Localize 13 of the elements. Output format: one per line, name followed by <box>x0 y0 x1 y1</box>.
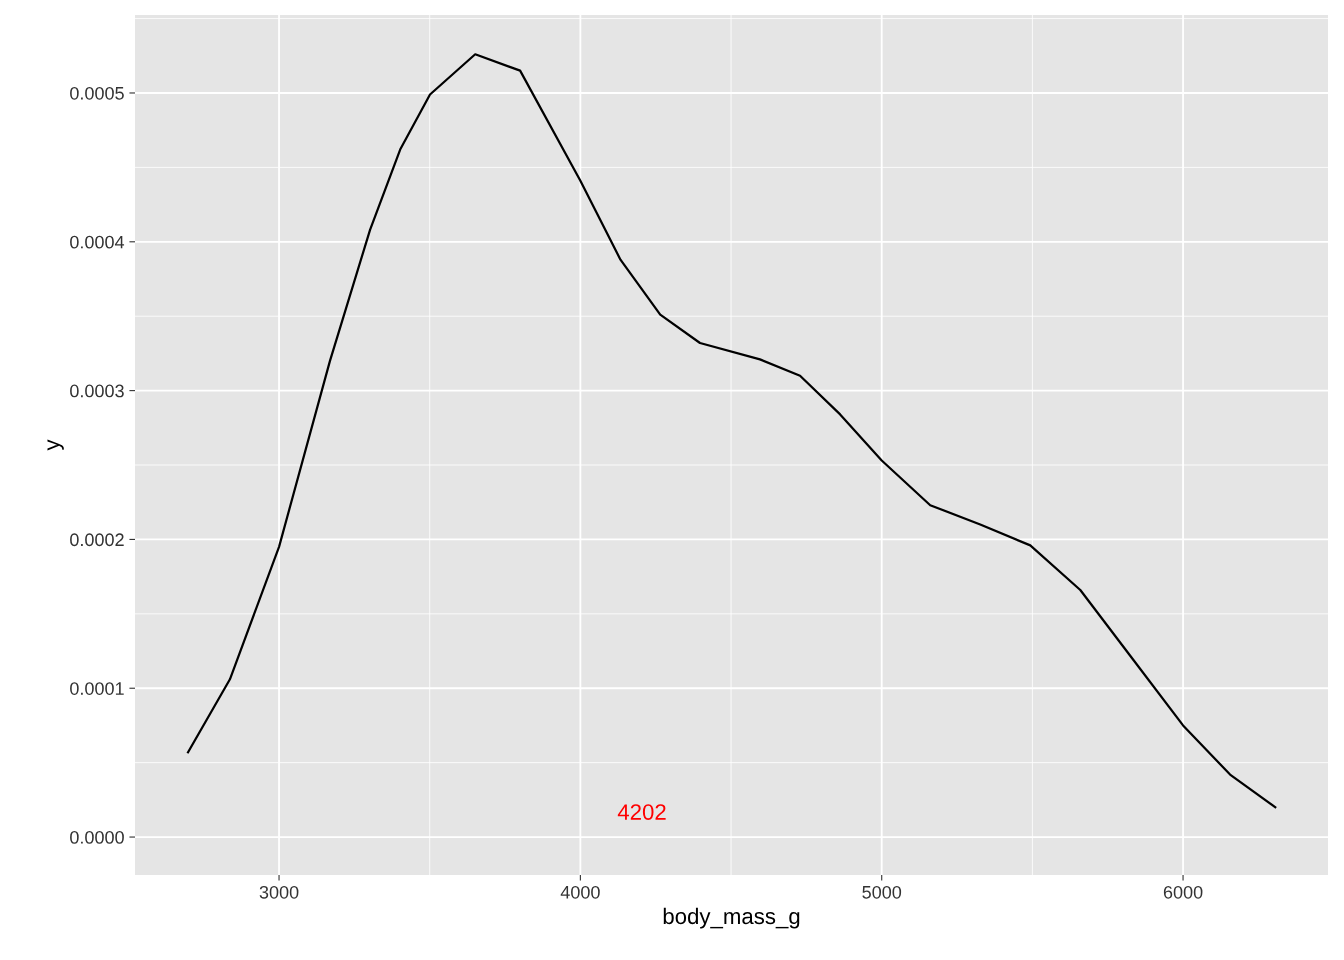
y-tick-label: 0.0004 <box>70 235 125 249</box>
x-tick-label: 3000 <box>259 885 299 899</box>
y-axis-title: y <box>47 439 64 451</box>
x-axis-title: body_mass_g <box>663 907 800 929</box>
y-tick-label: 0.0003 <box>70 384 124 398</box>
y-tick-label: 0.0005 <box>70 86 124 100</box>
y-tick-label: 0.0002 <box>70 533 124 547</box>
x-tick-label: 6000 <box>1163 885 1203 899</box>
annotation: 4202 <box>617 804 666 820</box>
x-tick-label: 4000 <box>560 885 600 899</box>
y-tick-label: 0.0000 <box>70 830 124 844</box>
x-tick-label: 5000 <box>862 885 902 899</box>
y-tick-label: 0.0001 <box>70 682 124 695</box>
